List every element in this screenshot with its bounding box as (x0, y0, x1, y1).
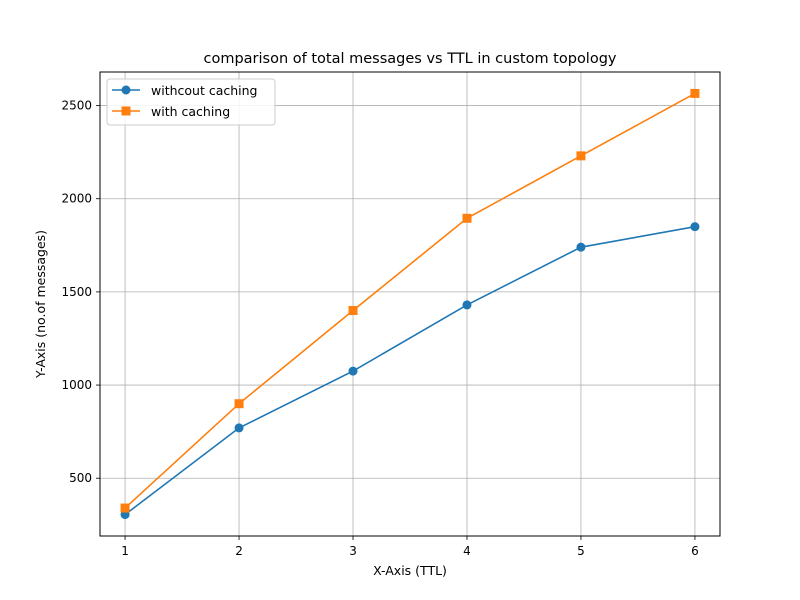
legend-marker-series-2 (121, 106, 131, 116)
series-2-point (234, 399, 244, 409)
series-2-line (124, 92, 696, 509)
series-2 (120, 88, 700, 513)
series-1-point (348, 366, 358, 376)
y-tick-label: 1000 (61, 378, 92, 392)
series-1-point (576, 242, 586, 252)
series-1-line (124, 225, 696, 516)
plot-frame (99, 71, 721, 537)
series-2-point (348, 306, 358, 316)
y-axis-label: Y-Axis (no.of messages) (33, 230, 48, 379)
legend-label-series-2: with caching (151, 104, 230, 119)
x-tick-label: 4 (463, 544, 471, 558)
x-tick-label: 2 (235, 544, 243, 558)
legend-box (106, 78, 276, 126)
y-tick-label: 2500 (61, 99, 92, 113)
series-1-point (462, 300, 472, 310)
series-1-point (234, 423, 244, 433)
y-tick-label: 1500 (61, 285, 92, 299)
legend-label-series-1: withcout caching (151, 83, 258, 98)
x-tick-label: 5 (577, 544, 585, 558)
ticks: 1 2 3 4 5 6 500 1000 1500 2000 2500 (61, 99, 698, 558)
legend: withcout caching with caching (106, 78, 276, 126)
x-tick-label: 6 (691, 544, 699, 558)
series-2-point (120, 503, 130, 513)
series-2-point (690, 88, 700, 98)
series-1-point (690, 222, 700, 232)
series-2-point (462, 213, 472, 223)
x-tick-label: 3 (349, 544, 357, 558)
series-layer (120, 88, 700, 520)
legend-marker-series-1 (121, 85, 131, 95)
chart-title: comparison of total messages vs TTL in c… (204, 51, 617, 67)
y-tick-label: 2000 (61, 192, 92, 206)
grid (100, 72, 720, 536)
y-tick-label: 500 (69, 471, 92, 485)
x-tick-label: 1 (121, 544, 129, 558)
x-axis-label: X-Axis (TTL) (373, 563, 447, 578)
series-2-point (576, 151, 586, 161)
series-1 (120, 222, 700, 520)
